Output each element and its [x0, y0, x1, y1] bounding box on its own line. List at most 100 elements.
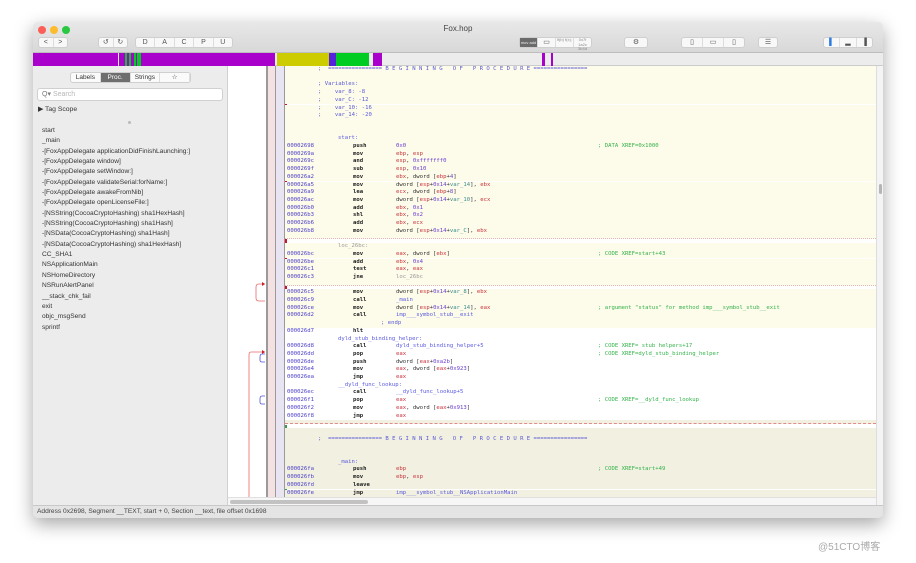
disassembly-view[interactable]: ; ================ B E G I N N I N G O F…: [285, 66, 876, 497]
instruction-row[interactable]: 000026c3 jne loc_26bc: [285, 273, 876, 282]
procedure-list-item[interactable]: sprintf: [42, 323, 60, 331]
tab-strings[interactable]: Strings: [131, 73, 161, 82]
vertical-scrollbar[interactable]: [876, 66, 883, 505]
segment-block[interactable]: [279, 53, 329, 66]
operand-token[interactable]: imp___symbol_stub__exit: [396, 312, 474, 319]
instruction-address[interactable]: 000026f2: [287, 404, 314, 411]
comment-line[interactable]: ; var_14: -20: [285, 112, 876, 120]
instruction-address[interactable]: 000026ea: [287, 374, 314, 380]
instruction-address[interactable]: 000026fe: [287, 489, 314, 496]
instruction-address[interactable]: 000026bc: [287, 250, 314, 257]
segment-block[interactable]: [125, 53, 127, 66]
tab-bookmarks[interactable]: ☆: [160, 73, 190, 82]
instruction-address[interactable]: 000026b0: [287, 204, 314, 211]
instruction-row[interactable]: 000026a2 mov ebx, dword [ebp+4]: [285, 173, 876, 182]
xref-comment[interactable]: ; CODE XREF=dyld_stub_binding_helper: [598, 350, 720, 357]
procedure-list-item[interactable]: start: [42, 127, 55, 134]
instruction-address[interactable]: 000026c5: [287, 289, 314, 296]
segment-navigation-bar[interactable]: [33, 53, 883, 66]
instruction-address[interactable]: 000026b6: [287, 220, 314, 226]
comment-line[interactable]: ; var_10: -16: [285, 104, 876, 113]
instruction-row[interactable]: 000026bc mov eax, dword [ebx] ; CODE XREF=s…: [285, 250, 876, 259]
instruction-address[interactable]: 000026dd: [287, 350, 314, 357]
instruction-address[interactable]: 000026c3: [287, 273, 314, 280]
procedure-list-item[interactable]: objc_msgSend: [42, 313, 86, 321]
procedure-list-item[interactable]: NSRunAlertPanel: [42, 282, 94, 290]
instruction-address[interactable]: 000026be: [287, 258, 314, 265]
segment-block[interactable]: [277, 53, 279, 66]
back-button[interactable]: <: [39, 38, 54, 47]
separator[interactable]: [285, 235, 876, 240]
procedure-list-item[interactable]: NSApplicationMain: [42, 261, 98, 269]
segment-block[interactable]: [551, 53, 553, 66]
operand-token[interactable]: imp___symbol_stub__NSApplicationMain: [396, 489, 518, 496]
label-line[interactable]: dyld_stub_binding_helper:: [285, 335, 876, 344]
zoom-button[interactable]: [62, 26, 70, 34]
instruction-row[interactable]: 00002698 push 0x0 ; DATA XREF=0x1000: [285, 143, 876, 151]
instruction-row[interactable]: 0000269f sub esp, 0x10: [285, 166, 876, 174]
instruction-address[interactable]: 000026b8: [287, 227, 314, 234]
pane-right-icon[interactable]: ▯: [732, 39, 736, 46]
procedure-list-item[interactable]: -[NSData(CocoaCryptoHashing) sha1HexHash…: [42, 240, 182, 248]
instruction-address[interactable]: 000026ce: [287, 304, 314, 311]
label-text[interactable]: dyld_stub_binding_helper:: [338, 335, 423, 342]
instruction-row[interactable]: 000026f1 pop eax ; CODE XREF=__dyld_func_lo…: [285, 397, 876, 405]
procedure-list-item[interactable]: -[NSString(CocoaCryptoHashing) sha1Hash]: [42, 220, 173, 228]
label-text[interactable]: _main:: [338, 458, 359, 465]
instruction-address[interactable]: 000026ac: [287, 196, 314, 203]
label-line[interactable]: __dyld_func_lookup:: [285, 381, 876, 390]
instruction-row[interactable]: 000026c9 call _main: [285, 297, 876, 305]
instruction-address[interactable]: 000026e4: [287, 366, 314, 373]
operand-token[interactable]: _main: [396, 297, 413, 303]
instruction-address[interactable]: 000026a5: [287, 181, 314, 188]
comment-line[interactable]: ; ================ B E G I N N I N G O F…: [285, 435, 876, 444]
instruction-row[interactable]: 000026ce mov dword [esp+0x14+var_14], eax;…: [285, 304, 876, 313]
segment-block[interactable]: [129, 53, 131, 66]
instruction-row[interactable]: 000026be add ebx, 0x4: [285, 258, 876, 267]
search-input[interactable]: Q▾ Search: [37, 88, 223, 101]
instruction-row[interactable]: 0000269a mov ebp, esp: [285, 150, 876, 159]
instruction-row[interactable]: 000026ea jmp eax: [285, 374, 876, 382]
segment-block[interactable]: [542, 53, 545, 66]
xref-comment[interactable]: ; argument "status" for method imp___sym…: [598, 304, 780, 311]
instruction-row[interactable]: 000026d7 hlt: [285, 327, 876, 336]
tag-scope-toggle[interactable]: ▶ Tag Scope: [38, 105, 77, 113]
xref-comment[interactable]: ; CODE XREF=start+49: [598, 466, 666, 473]
instruction-row[interactable]: 000026dd pop eax ; CODE XREF=dyld_stub_bind…: [285, 350, 876, 359]
instruction-row[interactable]: 000026fe jmp imp___symbol_stub__NSApplicat…: [285, 489, 876, 497]
procedure-list-item[interactable]: -[NSString(CocoaCryptoHashing) sha1HexHa…: [42, 209, 185, 217]
left-sidebar-toggle-icon[interactable]: ▌: [824, 38, 841, 47]
instruction-address[interactable]: 000026f1: [287, 397, 314, 404]
label-text[interactable]: __dyld_func_lookup:: [338, 381, 402, 388]
instruction-address[interactable]: 000026a9: [287, 189, 314, 196]
redo-button[interactable]: ↻: [117, 39, 124, 46]
operand-token[interactable]: dyld_stub_binding_helper+5: [396, 343, 484, 350]
instruction-row[interactable]: 000026c1 test eax, eax: [285, 266, 876, 274]
segment-block[interactable]: [139, 53, 141, 66]
operand-token[interactable]: loc_26bc: [396, 273, 423, 280]
assembly-mode-button[interactable]: mov add: [520, 38, 538, 47]
instruction-address[interactable]: 000026b3: [287, 212, 314, 219]
instruction-row[interactable]: 000026f2 mov eax, dword [eax+0x913]: [285, 404, 876, 413]
procedure-list-item[interactable]: __stack_chk_fail: [42, 292, 91, 300]
segment-block[interactable]: [33, 53, 118, 66]
pseudocode-mode-button[interactable]: if(b) f(x);: [556, 37, 574, 47]
procedure-list-item[interactable]: -[NSData(CocoaCryptoHashing) sha1Hash]: [42, 230, 170, 238]
hex-mode-button[interactable]: 0x7f 1a2c 3b4d: [578, 37, 587, 51]
instruction-row[interactable]: 000026a9 lea ecx, dword [ebp+8]: [285, 189, 876, 197]
data-button[interactable]: D: [136, 38, 156, 47]
procedure-list-item[interactable]: -[FoxAppDelegate openLicenseFile:]: [42, 199, 149, 207]
procedure-list-item[interactable]: -[FoxAppDelegate awakeFromNib]: [42, 189, 144, 197]
instruction-row[interactable]: 000026b8 mov dword [esp+0x14+var_C], ebx: [285, 227, 876, 236]
instruction-row[interactable]: 000026e4 mov eax, dword [eax+0x923]: [285, 366, 876, 374]
procedure-list-item[interactable]: -[FoxAppDelegate window]: [42, 158, 121, 166]
pane-middle-icon[interactable]: ▭: [703, 38, 724, 47]
label-text[interactable]: start:: [338, 135, 359, 142]
tab-labels[interactable]: Labels: [71, 73, 101, 82]
instruction-row[interactable]: 000026d2 call imp___symbol_stub__exit: [285, 312, 876, 321]
instruction-row[interactable]: 000026de push dword [eax+0xa2b]: [285, 358, 876, 367]
pane-left-icon[interactable]: ▯: [682, 38, 703, 47]
xref-comment[interactable]: ; DATA XREF=0x1000: [598, 143, 659, 149]
instruction-row[interactable]: 000026fb mov ebp, esp: [285, 474, 876, 482]
instruction-address[interactable]: 000026c1: [287, 266, 314, 273]
